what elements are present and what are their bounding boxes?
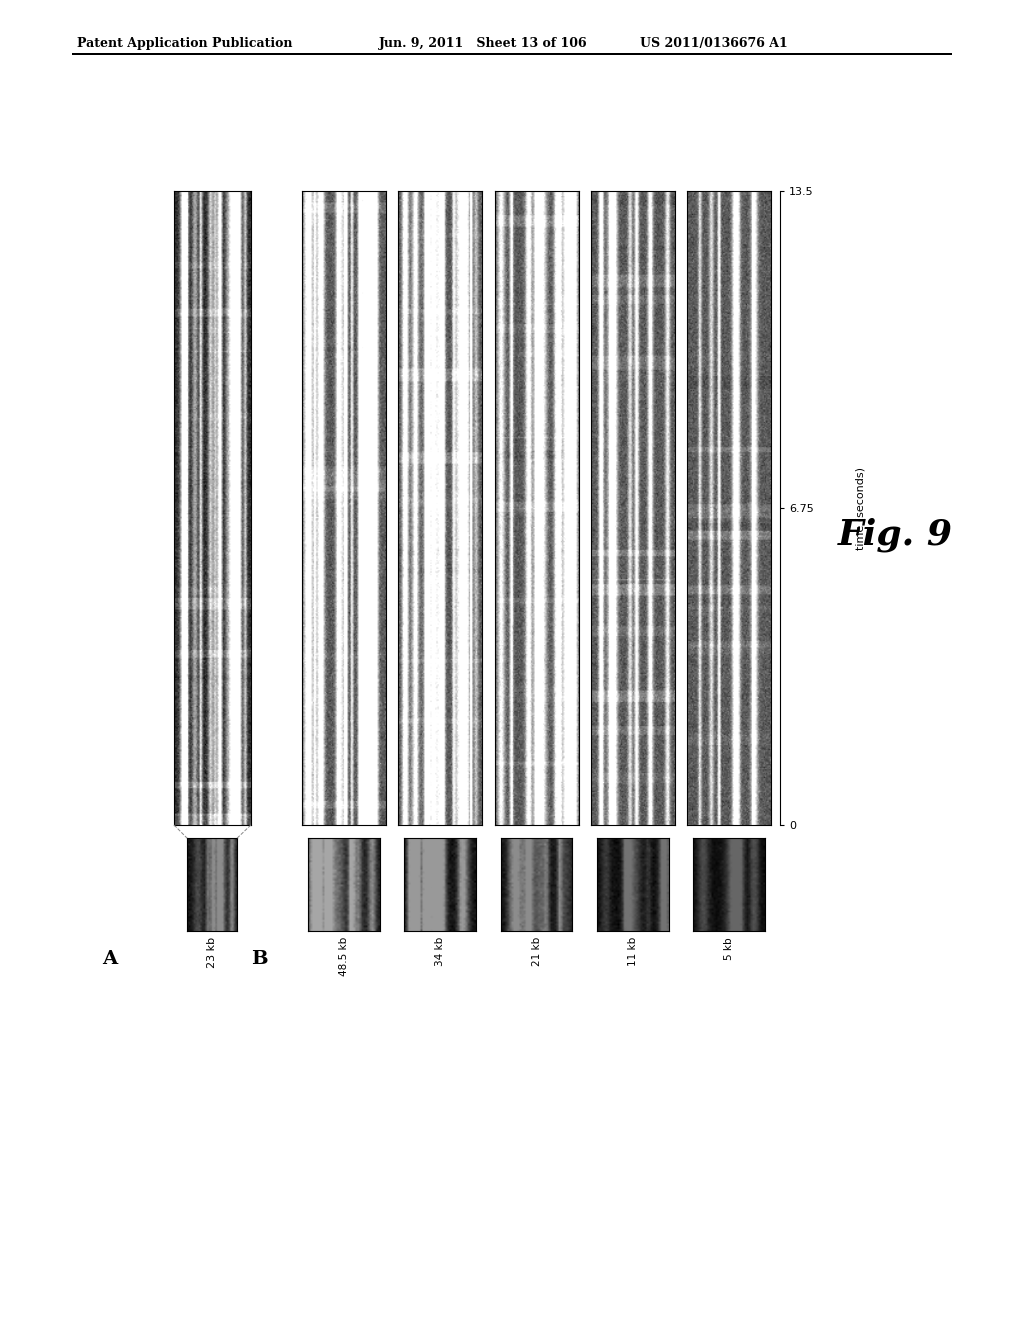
Y-axis label: time (seconds): time (seconds) — [856, 467, 865, 549]
Text: Patent Application Publication: Patent Application Publication — [77, 37, 292, 50]
Text: 11 kb: 11 kb — [628, 937, 638, 966]
Text: Jun. 9, 2011   Sheet 13 of 106: Jun. 9, 2011 Sheet 13 of 106 — [379, 37, 588, 50]
Text: B: B — [251, 950, 267, 969]
Text: 21 kb: 21 kb — [531, 937, 542, 966]
Text: 48.5 kb: 48.5 kb — [339, 937, 349, 977]
Text: 23 kb: 23 kb — [207, 937, 217, 969]
Text: 34 kb: 34 kb — [435, 937, 445, 966]
Text: 5 kb: 5 kb — [724, 937, 734, 960]
Text: Fig. 9: Fig. 9 — [838, 517, 952, 552]
Text: US 2011/0136676 A1: US 2011/0136676 A1 — [640, 37, 787, 50]
Text: A: A — [102, 950, 118, 969]
